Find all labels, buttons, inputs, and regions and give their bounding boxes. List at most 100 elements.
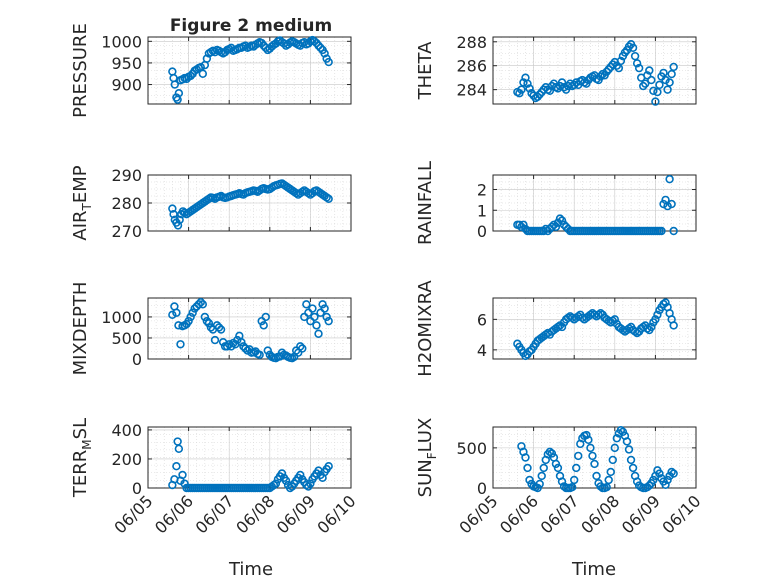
data-point [196,298,205,307]
data-point [324,462,333,471]
data-point [539,463,548,473]
data-point [320,49,329,58]
y-tick-label: 6 [477,310,487,329]
data-point [622,437,632,446]
data-point [649,475,658,485]
data-point [308,304,317,313]
data-point [537,471,546,481]
data-point [567,482,577,492]
data-point [210,335,220,345]
data-point [525,84,534,93]
y-axis-label: H2OMIXRA [415,280,436,377]
y-tick-label: 270 [111,222,142,241]
data-point [302,300,311,309]
data-point [645,66,654,75]
y-axis-label: THETA [415,41,436,101]
y-axis-label: SUNFLUX [415,418,439,498]
data-point [657,226,666,236]
data-point [553,463,563,473]
data-point [614,63,624,73]
data-point [517,222,526,232]
y-tick-label: 4 [477,341,487,360]
data-point [669,226,678,236]
data-point [549,220,559,229]
data-point [606,467,615,477]
data-point [647,75,656,85]
subplot-6: 4 6 H2OMIXRA [415,280,697,377]
data-point [198,69,208,78]
data-point [168,310,177,320]
subplot-1: 900 950 1000 PRESSURE [70,23,352,118]
data-point [533,483,542,493]
data-point [194,300,203,309]
data-point [592,471,601,481]
data-point [602,482,611,492]
data-point [298,344,307,353]
data-point [663,85,672,94]
data-point [624,445,634,454]
data-point [521,453,530,462]
data-point [172,308,181,317]
data-point [174,444,184,453]
data-point [324,57,333,67]
data-point [663,201,672,211]
subplot-3: 270 280 290 AIRTEMP [70,165,352,241]
data-point [202,316,212,326]
data-point [261,312,270,322]
y-tick-label: 0 [477,479,487,498]
data-point [586,443,595,453]
data-point [667,69,676,79]
data-point [324,194,333,204]
data-point [557,477,567,486]
data-point [630,51,640,61]
data-point [241,344,250,353]
y-tick-label: 1 [477,201,487,220]
data-point [651,315,660,324]
y-tick-label: 1000 [101,308,142,327]
data-point [186,312,195,322]
data-point [665,174,674,184]
data-point [551,459,561,469]
y-tick-label: 200 [111,450,142,469]
data-point [667,467,676,477]
figure-title: Figure 2 medium [170,16,332,36]
data-point [643,71,652,80]
data-point [545,86,555,96]
data-point [557,78,567,87]
data-point [198,300,208,309]
data-point [649,86,658,96]
data-point [584,435,593,445]
y-tick-label: 0 [132,350,142,369]
data-point [233,335,242,345]
x-axis-label-right: Time [571,559,616,580]
data-point [557,216,567,225]
data-point [651,97,660,106]
data-point [555,214,565,223]
data-point [237,337,246,347]
data-point [174,88,184,98]
y-tick-label: 0 [477,222,487,241]
data-point [517,85,526,94]
data-point [667,199,676,209]
y-axis-label: TERRMSL [70,418,94,498]
data-point [661,298,670,307]
data-point [306,479,315,488]
axes-box [492,426,697,489]
y-tick-label: 1000 [101,32,142,51]
data-point [222,342,232,351]
data-point [663,475,672,485]
y-tick-label: 900 [111,76,142,95]
data-point [535,479,544,489]
subplot-5: 0 500 1000 MIXDEPTH [70,282,352,375]
y-axis-label: RAINFALL [415,161,436,245]
data-point [320,304,329,313]
y-tick-label: 500 [111,329,142,348]
data-point [547,222,557,232]
y-tick-label: 286 [456,57,487,76]
data-point [178,470,187,480]
data-point [186,71,195,81]
data-point [557,322,567,332]
axes-box [492,36,697,105]
data-point [632,477,642,486]
